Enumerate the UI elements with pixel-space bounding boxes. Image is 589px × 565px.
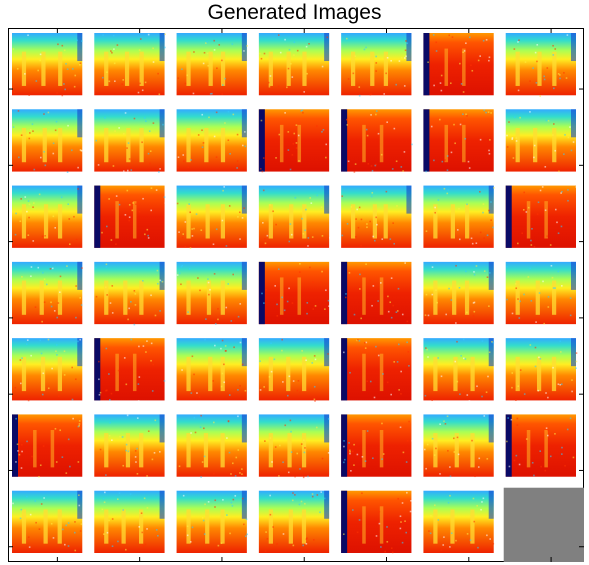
tile-r5-c5	[341, 338, 412, 401]
tile-r2-c3	[176, 109, 247, 172]
tile-r5-c7	[505, 338, 578, 402]
tile-r6-c3	[176, 414, 247, 478]
tile-r1-c3	[176, 33, 248, 96]
tile-r4-c2	[94, 261, 165, 326]
tile-r2-c2	[94, 109, 165, 173]
tile-r7-c6	[423, 490, 495, 553]
tile-r4-c3	[176, 261, 247, 325]
tile-r6-c2	[94, 414, 165, 477]
tile-r4-c4	[258, 261, 330, 325]
tile-r1-c5	[341, 33, 412, 97]
tile-r3-c3	[176, 185, 247, 249]
figure-title: Generated Images	[207, 1, 382, 24]
tile-r2-c4	[258, 109, 330, 173]
tile-r5-c6	[423, 338, 495, 402]
tile-r5-c1	[12, 338, 83, 402]
tile-r5-c2	[94, 338, 166, 402]
tile-r1-c1	[12, 33, 83, 97]
tile-r2-c7	[505, 109, 576, 173]
empty-cell	[503, 487, 584, 562]
tile-r3-c4	[258, 185, 331, 248]
tile-r6-c4	[258, 414, 331, 479]
tile-r4-c1	[12, 261, 83, 325]
tile-r6-c1	[12, 414, 83, 478]
tile-r1-c4	[258, 33, 330, 96]
tile-r1-c7	[505, 33, 576, 97]
tile-r2-c6	[423, 109, 494, 173]
tile-r7-c3	[176, 490, 249, 553]
tile-r5-c3	[176, 338, 247, 401]
tile-r3-c5	[341, 185, 412, 248]
tile-r1-c6	[423, 33, 494, 96]
tile-r1-c2	[94, 33, 166, 96]
tile-r4-c7	[505, 261, 576, 325]
tile-r6-c6	[423, 414, 494, 478]
tile-r7-c1	[12, 490, 83, 553]
tile-r4-c6	[423, 261, 494, 325]
tile-r4-c5	[341, 261, 412, 325]
tile-r2-c1	[12, 109, 83, 173]
image-grid	[8, 28, 584, 562]
tile-r3-c2	[94, 185, 167, 248]
tile-r7-c7	[503, 487, 584, 562]
tile-r5-c4	[258, 338, 330, 402]
tile-r7-c5	[341, 490, 412, 554]
tile-r3-c1	[12, 185, 83, 248]
tile-r3-c6	[423, 185, 495, 248]
tile-r6-c5	[341, 414, 413, 477]
tile-r6-c7	[505, 414, 576, 477]
tile-r7-c4	[258, 490, 330, 553]
tile-r2-c5	[341, 109, 413, 173]
tile-r7-c2	[94, 490, 165, 553]
tile-r3-c7	[505, 185, 578, 248]
